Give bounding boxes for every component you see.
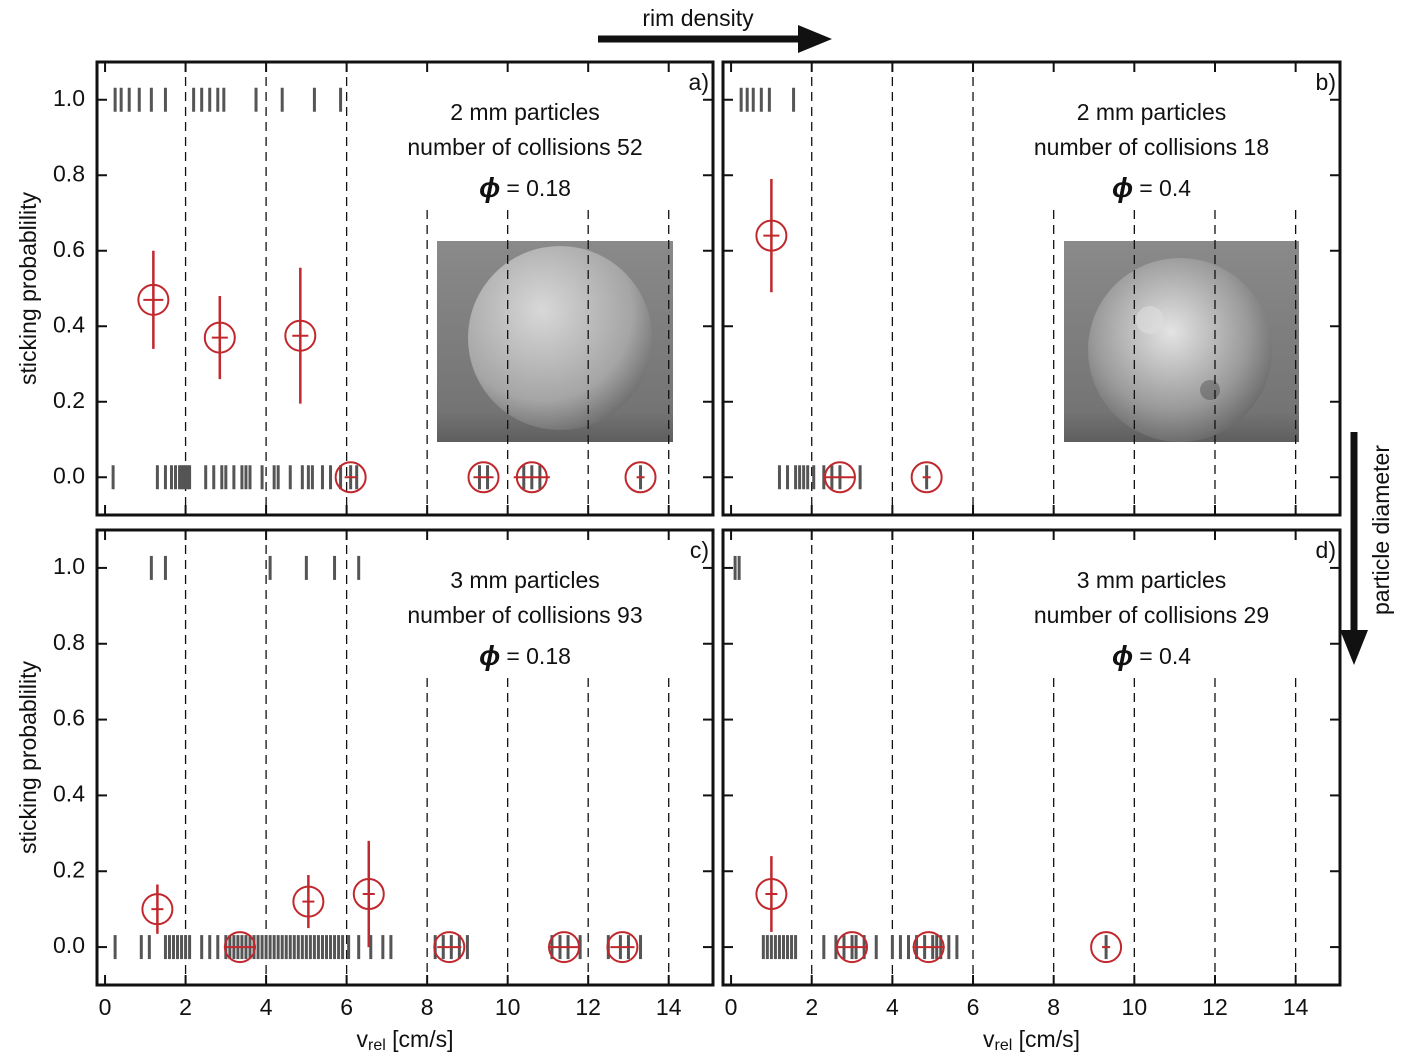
- x-tick-label: 6: [967, 994, 980, 1020]
- panel-label: d): [1316, 537, 1336, 563]
- y-axis-label: sticking probablility: [15, 191, 41, 385]
- arrow-label: rim density: [642, 5, 754, 31]
- data-point: [292, 885, 325, 918]
- arrow-label: particle diameter: [1368, 445, 1394, 615]
- data-point: [755, 219, 788, 252]
- phi-label: ϕ = 0.4: [1112, 640, 1191, 671]
- phi-value: = 0.4: [1139, 175, 1191, 201]
- panel-text: 2 mm particles: [450, 99, 600, 125]
- x-tick-label: 2: [805, 994, 818, 1020]
- x-tick-label: 4: [886, 994, 899, 1020]
- phi-label: ϕ = 0.4: [1112, 172, 1191, 203]
- inset-a: [437, 241, 673, 442]
- panel-label: a): [689, 69, 709, 95]
- data-point: [203, 321, 236, 354]
- phi-value: = 0.18: [506, 175, 571, 201]
- panel-text: 2 mm particles: [1077, 99, 1227, 125]
- panel-text: number of collisions 29: [1034, 602, 1269, 628]
- data-point: [912, 931, 945, 964]
- data-point: [624, 461, 657, 494]
- data-point: [755, 878, 788, 910]
- axes-frame: [95, 528, 715, 987]
- y-tick-label: 0.8: [53, 160, 85, 186]
- panel-text: number of collisions 93: [407, 602, 642, 628]
- y-axis-label: sticking probablility: [15, 660, 41, 854]
- x-label-unit: [cm/s]: [386, 1026, 454, 1052]
- x-label-main: v: [356, 1026, 368, 1052]
- y-tick-label: 0.2: [53, 387, 85, 413]
- inset-b: [1064, 241, 1299, 442]
- phi-symbol: ϕ: [1112, 172, 1133, 203]
- phi-value: = 0.4: [1139, 643, 1191, 669]
- y-tick-label: 0.4: [53, 780, 85, 806]
- panel-text: number of collisions 52: [407, 134, 642, 160]
- y-tick-label: 0.4: [53, 311, 85, 337]
- data-point: [433, 931, 466, 964]
- x-tick-label: 2: [179, 994, 192, 1020]
- data-point: [910, 461, 943, 494]
- y-tick-label: 0.6: [53, 236, 85, 262]
- phi-label: ϕ = 0.18: [479, 172, 571, 203]
- y-tick-label: 1.0: [53, 85, 85, 111]
- x-tick-label: 12: [1202, 994, 1228, 1020]
- x-label-sub: rel: [994, 1037, 1012, 1054]
- x-tick-label: 8: [1047, 994, 1060, 1020]
- x-tick-label: 12: [575, 994, 601, 1020]
- data-point: [284, 319, 317, 352]
- panel-label: b): [1316, 69, 1336, 95]
- data-point: [223, 931, 256, 964]
- data-point: [334, 461, 367, 494]
- right-arrow: particle diameter: [1340, 432, 1394, 665]
- axes-frame: [721, 60, 1342, 517]
- y-tick-label: 0.6: [53, 705, 85, 731]
- x-tick-label: 10: [495, 994, 521, 1020]
- x-tick-label: 14: [1283, 994, 1309, 1020]
- data-point: [836, 931, 869, 964]
- y-tick-label: 0.8: [53, 629, 85, 655]
- data-point: [823, 461, 856, 494]
- x-label-sub: rel: [368, 1037, 386, 1054]
- x-tick-label: 4: [260, 994, 273, 1020]
- data-point: [467, 461, 500, 494]
- phi-label: ϕ = 0.18: [479, 640, 571, 671]
- x-label-main: v: [983, 1026, 995, 1052]
- y-tick-label: 0.0: [53, 932, 85, 958]
- x-tick-label: 0: [99, 994, 112, 1020]
- data-point: [141, 893, 174, 926]
- x-tick-label: 0: [725, 994, 738, 1020]
- x-tick-label: 10: [1122, 994, 1148, 1020]
- axes-frame: [95, 60, 715, 517]
- panel-text: 3 mm particles: [450, 567, 600, 593]
- axes-frame: [721, 528, 1342, 987]
- x-axis-label: vrel [cm/s]: [356, 1026, 453, 1054]
- phi-symbol: ϕ: [479, 640, 500, 671]
- x-axis-label: vrel [cm/s]: [983, 1026, 1080, 1054]
- panel-text: 3 mm particles: [1077, 567, 1227, 593]
- x-tick-label: 6: [340, 994, 353, 1020]
- y-tick-label: 1.0: [53, 553, 85, 579]
- top-arrow: rim density: [598, 5, 832, 53]
- phi-value: = 0.18: [506, 643, 571, 669]
- x-label-unit: [cm/s]: [1012, 1026, 1080, 1052]
- data-point: [1090, 931, 1123, 964]
- data-point: [515, 461, 548, 494]
- data-point: [606, 931, 639, 964]
- x-tick-label: 8: [421, 994, 434, 1020]
- data-point: [137, 283, 170, 316]
- y-tick-label: 0.2: [53, 856, 85, 882]
- panel-label: c): [690, 537, 709, 563]
- phi-symbol: ϕ: [479, 172, 500, 203]
- x-tick-label: 14: [656, 994, 682, 1020]
- y-tick-label: 0.0: [53, 462, 85, 488]
- panel-text: number of collisions 18: [1034, 134, 1269, 160]
- data-point: [352, 878, 385, 910]
- phi-symbol: ϕ: [1112, 640, 1133, 671]
- data-point: [548, 931, 581, 964]
